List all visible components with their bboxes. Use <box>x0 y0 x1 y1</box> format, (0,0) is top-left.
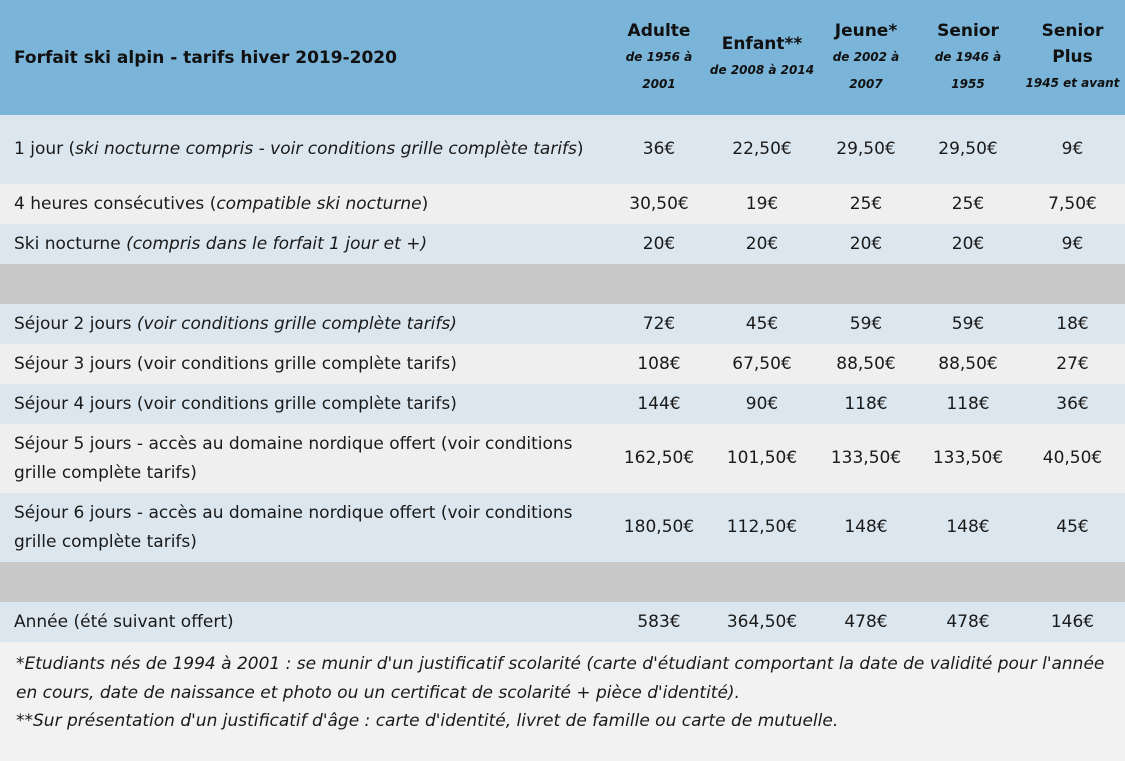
price-cell: 133,50€ <box>830 448 902 468</box>
price-cell: 144€ <box>637 393 681 414</box>
table-row: Séjour 6 jours - accès au domaine nordiq… <box>0 493 1125 562</box>
table-row: Ski nocturne (compris dans le forfait 1 … <box>0 224 1125 264</box>
price-cell: 72€ <box>642 313 676 334</box>
price-cell: 45€ <box>1056 517 1089 537</box>
price-cell: 30,50€ <box>629 193 689 214</box>
tariff-table: Forfait ski alpin - tarifs hiver 2019-20… <box>0 0 1125 642</box>
column-subtitle: de 2002 à 2007 <box>832 49 900 91</box>
row-label-note: (voir conditions grille complète tarifs) <box>136 313 457 334</box>
row-label-text: Séjour 2 jours <box>14 313 137 334</box>
column-subtitle: 1945 et avant <box>1025 76 1120 90</box>
row-label: Ski nocturne (compris dans le forfait 1 … <box>0 224 610 264</box>
table-row: 1 jour (ski nocturne compris - voir cond… <box>0 115 1125 184</box>
table-separator-row <box>0 562 1125 602</box>
price-cell: 20€ <box>951 233 985 254</box>
table-row: Séjour 3 jours (voir conditions grille c… <box>0 344 1125 384</box>
price-cell: 59€ <box>951 313 985 334</box>
price-cell: 148€ <box>844 517 888 537</box>
price-cell: 45€ <box>745 313 779 334</box>
price-cell: 18€ <box>1056 313 1089 334</box>
row-label: Séjour 3 jours (voir conditions grille c… <box>14 353 457 374</box>
row-label: Séjour 6 jours - accès au domaine nordiq… <box>14 502 573 552</box>
price-cell: 29,50€ <box>938 139 998 159</box>
row-label: Séjour 5 jours - accès au domaine nordiq… <box>14 433 573 483</box>
price-cell: 59€ <box>849 313 883 334</box>
price-cell: 29,50€ <box>836 139 896 159</box>
column-subtitle: de 2008 à 2014 <box>709 63 815 77</box>
price-cell: 118€ <box>844 393 888 414</box>
price-cell: 148€ <box>946 517 990 537</box>
column-name: Adulte <box>627 20 691 41</box>
price-cell: 118€ <box>946 393 990 414</box>
column-name: Senior Plus <box>1041 21 1104 67</box>
column-header-senior-plus: Senior Plus 1945 et avant <box>1020 0 1125 115</box>
price-cell: 162,50€ <box>623 448 695 468</box>
price-cell: 90€ <box>745 393 779 414</box>
price-cell: 108€ <box>637 353 681 374</box>
column-subtitle: de 1946 à 1955 <box>934 49 1002 91</box>
footnote-age-proof: **Sur présentation d'un justificatif d'â… <box>16 711 839 731</box>
table-header-row: Forfait ski alpin - tarifs hiver 2019-20… <box>0 0 1125 115</box>
row-label-end: ) <box>576 139 584 159</box>
price-cell: 88,50€ <box>836 353 896 374</box>
table-separator-row <box>0 264 1125 304</box>
price-cell: 20€ <box>642 233 676 254</box>
row-label-note: (compris dans le forfait 1 jour et +) <box>126 233 428 254</box>
row-label: 4 heures consécutives (compatible ski no… <box>0 184 610 224</box>
row-label-note: compatible ski nocturne <box>216 193 422 214</box>
footnotes: *Etudiants nés de 1994 à 2001 : se munir… <box>0 642 1125 736</box>
price-cell: 478€ <box>946 611 990 632</box>
separator-cell <box>0 264 1125 304</box>
price-cell: 88,50€ <box>938 353 998 374</box>
row-label-note: ski nocturne compris - voir conditions g… <box>75 139 577 159</box>
row-label: Année (été suivant offert) <box>14 611 234 632</box>
price-cell: 133,50€ <box>932 448 1004 468</box>
price-cell: 25€ <box>849 193 883 214</box>
price-cell: 22,50€ <box>732 139 792 159</box>
price-cell: 101,50€ <box>726 448 798 468</box>
column-header-enfant: Enfant** de 2008 à 2014 <box>708 0 816 115</box>
footnote-students: *Etudiants nés de 1994 à 2001 : se munir… <box>16 654 1105 703</box>
column-name: Enfant** <box>721 34 803 54</box>
table-row: Séjour 5 jours - accès au domaine nordiq… <box>0 424 1125 493</box>
row-label-text: 4 heures consécutives ( <box>14 193 217 214</box>
table-row: Séjour 4 jours (voir conditions grille c… <box>0 384 1125 424</box>
price-cell: 40,50€ <box>1042 448 1103 468</box>
price-cell: 67,50€ <box>732 353 792 374</box>
price-cell: 583€ <box>637 611 681 632</box>
table-row: Année (été suivant offert) 583€ 364,50€ … <box>0 602 1125 642</box>
price-cell: 7,50€ <box>1048 193 1097 214</box>
row-label-end: ) <box>421 193 429 214</box>
row-label-text: Ski nocturne <box>14 233 127 254</box>
price-cell: 146€ <box>1050 611 1095 632</box>
price-cell: 9€ <box>1061 233 1084 254</box>
price-cell: 112,50€ <box>726 517 798 537</box>
column-header-adulte: Adulte de 1956 à 2001 <box>610 0 708 115</box>
row-label: 1 jour (ski nocturne compris - voir cond… <box>0 115 610 184</box>
column-subtitle: de 1956 à 2001 <box>625 49 693 91</box>
price-cell: 19€ <box>745 193 779 214</box>
price-cell: 478€ <box>844 611 888 632</box>
price-cell: 20€ <box>849 233 883 254</box>
price-cell: 36€ <box>642 139 676 159</box>
row-label-text: 1 jour ( <box>14 139 76 159</box>
price-cell: 27€ <box>1056 353 1089 374</box>
row-label: Séjour 2 jours (voir conditions grille c… <box>0 304 610 344</box>
column-name: Jeune* <box>834 20 898 41</box>
price-cell: 364,50€ <box>726 611 798 632</box>
price-cell: 36€ <box>1056 393 1089 414</box>
price-cell: 20€ <box>745 233 779 254</box>
table-title: Forfait ski alpin - tarifs hiver 2019-20… <box>14 47 397 68</box>
price-cell: 25€ <box>951 193 985 214</box>
price-cell: 180,50€ <box>623 517 695 537</box>
separator-cell <box>0 562 1125 602</box>
column-header-jeune: Jeune* de 2002 à 2007 <box>816 0 916 115</box>
row-label: Séjour 4 jours (voir conditions grille c… <box>14 393 457 414</box>
price-cell: 9€ <box>1061 139 1084 159</box>
column-name: Senior <box>937 20 999 41</box>
table-row: 4 heures consécutives (compatible ski no… <box>0 184 1125 224</box>
column-header-senior: Senior de 1946 à 1955 <box>916 0 1020 115</box>
table-row: Séjour 2 jours (voir conditions grille c… <box>0 304 1125 344</box>
